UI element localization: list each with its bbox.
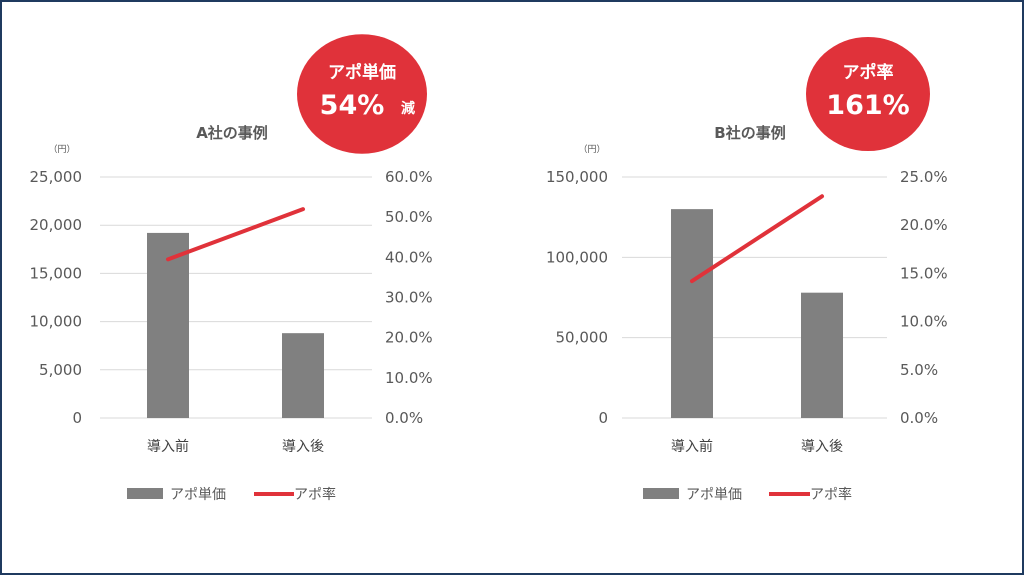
right-axis-tick-label: 5.0%: [900, 361, 938, 379]
unit-label: （円）: [48, 144, 75, 155]
highlight-badge: [806, 36, 930, 152]
chart-title: B社の事例: [714, 124, 785, 142]
highlight-badge: [297, 34, 427, 154]
bar: [282, 333, 324, 418]
right-axis-tick-label: 0.0%: [900, 409, 938, 427]
left-axis-tick-label: 0: [72, 409, 82, 427]
left-axis-tick-label: 10,000: [30, 313, 83, 331]
category-label: 導入後: [282, 439, 324, 455]
right-axis-tick-label: 15.0%: [900, 264, 948, 282]
right-axis-tick-label: 10.0%: [385, 369, 433, 387]
category-label: 導入後: [801, 439, 843, 455]
right-axis-tick-label: 25.0%: [900, 168, 948, 186]
chart-title: A社の事例: [196, 124, 268, 142]
right-axis-tick-label: 0.0%: [385, 409, 423, 427]
left-axis-tick-label: 0: [598, 409, 608, 427]
right-axis-tick-label: 60.0%: [385, 168, 433, 186]
bar: [147, 232, 189, 418]
left-axis-tick-label: 20,000: [30, 216, 83, 234]
right-axis-tick-label: 20.0%: [900, 216, 948, 234]
right-axis-tick-label: 20.0%: [385, 329, 433, 347]
unit-label: （円）: [578, 144, 605, 155]
series-line-apo-rate: [690, 194, 824, 284]
legend-swatch-bar: [127, 488, 163, 499]
legend-swatch-bar: [643, 488, 679, 499]
right-axis-tick-label: 30.0%: [385, 289, 433, 307]
badge-label: アポ率: [843, 62, 894, 83]
left-axis-tick-label: 5,000: [39, 361, 82, 379]
right-axis-tick-label: 50.0%: [385, 208, 433, 226]
badge-value: 54%: [320, 90, 385, 121]
right-axis-tick-label: 10.0%: [900, 313, 948, 331]
bar: [671, 209, 713, 418]
left-axis-tick-label: 25,000: [30, 168, 83, 186]
badge-value: 161%: [826, 90, 909, 121]
badge-suffix: 減: [401, 100, 415, 117]
badge-label: アポ単価: [328, 62, 396, 83]
category-label: 導入前: [671, 438, 713, 455]
left-axis-tick-label: 150,000: [546, 168, 608, 186]
legend-label: アポ率: [810, 486, 852, 503]
legend-label: アポ単価: [686, 487, 742, 503]
left-axis-tick-label: 100,000: [546, 248, 608, 266]
category-label: 導入前: [147, 438, 189, 455]
series-line-apo-rate: [166, 207, 305, 262]
legend-label: アポ単価: [170, 487, 226, 503]
left-axis-tick-label: 50,000: [556, 329, 609, 347]
left-axis-tick-label: 15,000: [30, 264, 83, 282]
right-axis-tick-label: 40.0%: [385, 248, 433, 266]
bar: [801, 292, 843, 418]
legend-label: アポ率: [294, 486, 336, 503]
